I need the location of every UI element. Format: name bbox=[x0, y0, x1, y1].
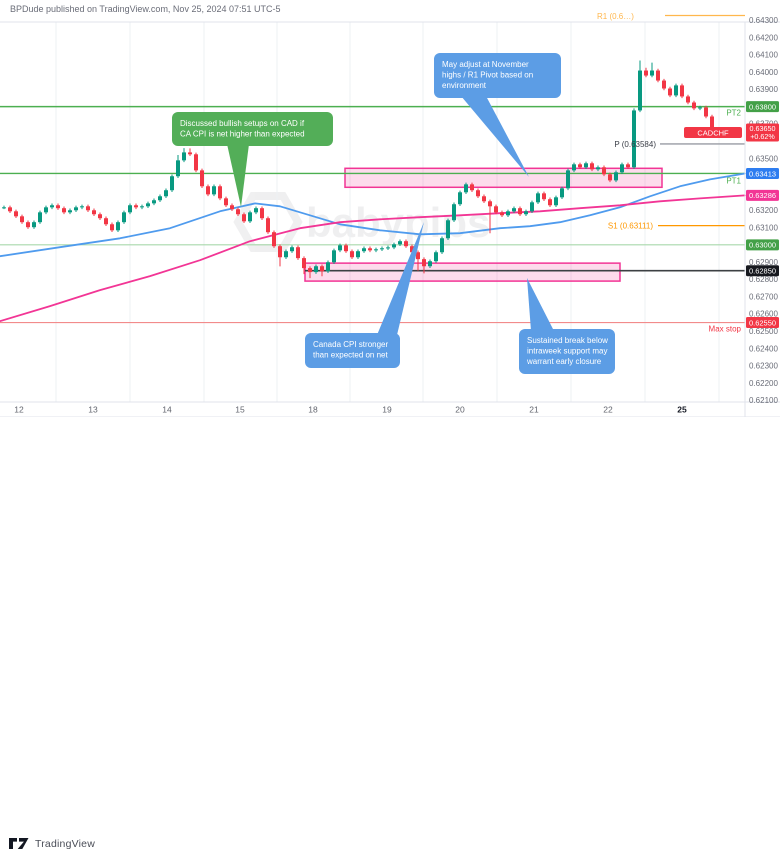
callout-adjust-november-highs[interactable]: May adjust at November highs / R1 Pivot b… bbox=[434, 53, 561, 177]
callout-bullish-setup-pointer bbox=[227, 144, 249, 207]
candlestick-series bbox=[2, 60, 714, 279]
price-axis-label: 0.62300 bbox=[749, 362, 778, 371]
pivot-r1-label: R1 (0.6…) bbox=[597, 12, 634, 21]
callout-sustained-break-text: Sustained break below bbox=[527, 336, 608, 345]
callout-adjust-november-highs-text: environment bbox=[442, 81, 487, 90]
price-axis-badge bbox=[746, 189, 779, 201]
last-price-badge bbox=[746, 123, 779, 142]
tradingview-brand-text: TradingView bbox=[35, 837, 95, 850]
price-axis-badge-value: 0.62850 bbox=[749, 267, 776, 276]
callout-bullish-setup-text: Discussed bullish setups on CAD if bbox=[180, 119, 305, 128]
price-axis-label: 0.62800 bbox=[749, 275, 778, 284]
level-tag-max-stop: Max stop bbox=[709, 325, 742, 334]
pivot-p-label: P (0.63584) bbox=[614, 140, 656, 149]
price-axis-badge-value: 0.63800 bbox=[749, 102, 776, 111]
price-axis-badge bbox=[746, 167, 779, 179]
callout-bullish-setup-text: CA CPI is net higher than expected bbox=[180, 130, 305, 139]
price-axis[interactable]: 0.643000.642000.641000.640000.639000.637… bbox=[684, 16, 779, 405]
price-axis-badge-value: 0.63413 bbox=[749, 169, 776, 178]
callout-annotations[interactable]: Discussed bullish setups on CAD if CA CPI… bbox=[172, 53, 615, 374]
price-axis-badge bbox=[746, 317, 779, 329]
symbol-tag bbox=[684, 127, 742, 139]
callout-sustained-break-pointer bbox=[527, 278, 554, 331]
pivot-s1-label: S1 (0.63111) bbox=[608, 222, 653, 231]
price-axis-label: 0.62600 bbox=[749, 310, 778, 319]
time-axis-label: 15 bbox=[235, 405, 245, 415]
time-axis[interactable]: 12 13 14 15 18 19 20 21 22 25 bbox=[14, 405, 687, 415]
moving-averages bbox=[0, 172, 746, 323]
price-axis-badge-value: 0.63000 bbox=[749, 241, 776, 250]
tradingview-logo-icon bbox=[9, 838, 29, 849]
price-axis-label: 0.63200 bbox=[749, 206, 778, 215]
time-axis-label: 14 bbox=[162, 405, 172, 415]
price-axis-badge-value: 0.63286 bbox=[749, 191, 776, 200]
callout-canada-cpi-pointer bbox=[377, 222, 424, 335]
time-axis-label: 19 bbox=[382, 405, 392, 415]
price-axis-badge bbox=[746, 239, 779, 251]
time-axis-label: 18 bbox=[308, 405, 318, 415]
callout-canada-cpi-text: Canada CPI stronger bbox=[313, 340, 388, 349]
horizontal-levels[interactable] bbox=[0, 105, 745, 324]
callout-canada-cpi-text: than expected on net bbox=[313, 351, 389, 360]
price-axis-label: 0.62500 bbox=[749, 327, 778, 336]
price-axis-label: 0.63900 bbox=[749, 85, 778, 94]
price-axis-label: 0.63100 bbox=[749, 223, 778, 232]
callout-canada-cpi[interactable]: Canada CPI stronger than expected on net bbox=[305, 222, 424, 368]
callout-adjust-november-highs-text: highs / R1 Pivot based on bbox=[442, 71, 533, 80]
time-axis-label: 21 bbox=[529, 405, 539, 415]
ma-pink bbox=[0, 194, 746, 323]
price-axis-badge-value: 0.62550 bbox=[749, 318, 776, 327]
price-axis-label: 0.64100 bbox=[749, 51, 778, 60]
last-price-badge-line: +0.62% bbox=[750, 132, 775, 141]
price-axis-label: 0.64300 bbox=[749, 16, 778, 25]
pivot-lines[interactable]: P (0.63584) S1 (0.63111) bbox=[608, 140, 745, 231]
price-axis-badge bbox=[746, 265, 779, 277]
time-axis-label: 12 bbox=[14, 405, 24, 415]
callout-adjust-november-highs-text: May adjust at November bbox=[442, 60, 529, 69]
price-axis-label: 0.64000 bbox=[749, 68, 778, 77]
pivot-r1-clipped: R1 (0.6…) bbox=[597, 12, 745, 21]
last-price-badge-line: 0.63650 bbox=[750, 124, 776, 133]
tradingview-logo[interactable]: TradingView bbox=[8, 837, 95, 850]
footer-bar: TradingView bbox=[0, 417, 780, 850]
price-axis-label: 0.62400 bbox=[749, 344, 778, 353]
time-axis-label: 25 bbox=[677, 405, 687, 415]
time-axis-label: 20 bbox=[455, 405, 465, 415]
time-axis-label: 13 bbox=[88, 405, 98, 415]
time-axis-label: 22 bbox=[603, 405, 613, 415]
callout-bullish-setup[interactable]: Discussed bullish setups on CAD if CA CPI… bbox=[172, 112, 333, 207]
price-axis-label: 0.64200 bbox=[749, 33, 778, 42]
support-zone[interactable] bbox=[304, 262, 621, 282]
callout-sustained-break[interactable]: Sustained break below intraweek support m… bbox=[519, 278, 615, 374]
session-gridlines bbox=[55, 22, 720, 402]
price-axis-label: 0.63500 bbox=[749, 154, 778, 163]
level-tag-pt2: PT2 bbox=[726, 109, 741, 118]
price-axis-label: 0.62700 bbox=[749, 292, 778, 301]
symbol-tag-label: CADCHF bbox=[697, 128, 729, 137]
callout-sustained-break-text: intraweek support may bbox=[527, 347, 607, 356]
price-axis-label: 0.62100 bbox=[749, 396, 778, 405]
level-tag-pt1: PT1 bbox=[726, 176, 741, 185]
publish-attribution: BPDude published on TradingView.com, Nov… bbox=[10, 4, 281, 14]
callout-adjust-november-highs-pointer bbox=[461, 96, 529, 177]
price-axis-label: 0.62900 bbox=[749, 258, 778, 267]
callout-sustained-break-text: warrant early closure bbox=[526, 357, 602, 366]
price-axis-label: 0.62200 bbox=[749, 379, 778, 388]
price-axis-badge bbox=[746, 101, 779, 113]
